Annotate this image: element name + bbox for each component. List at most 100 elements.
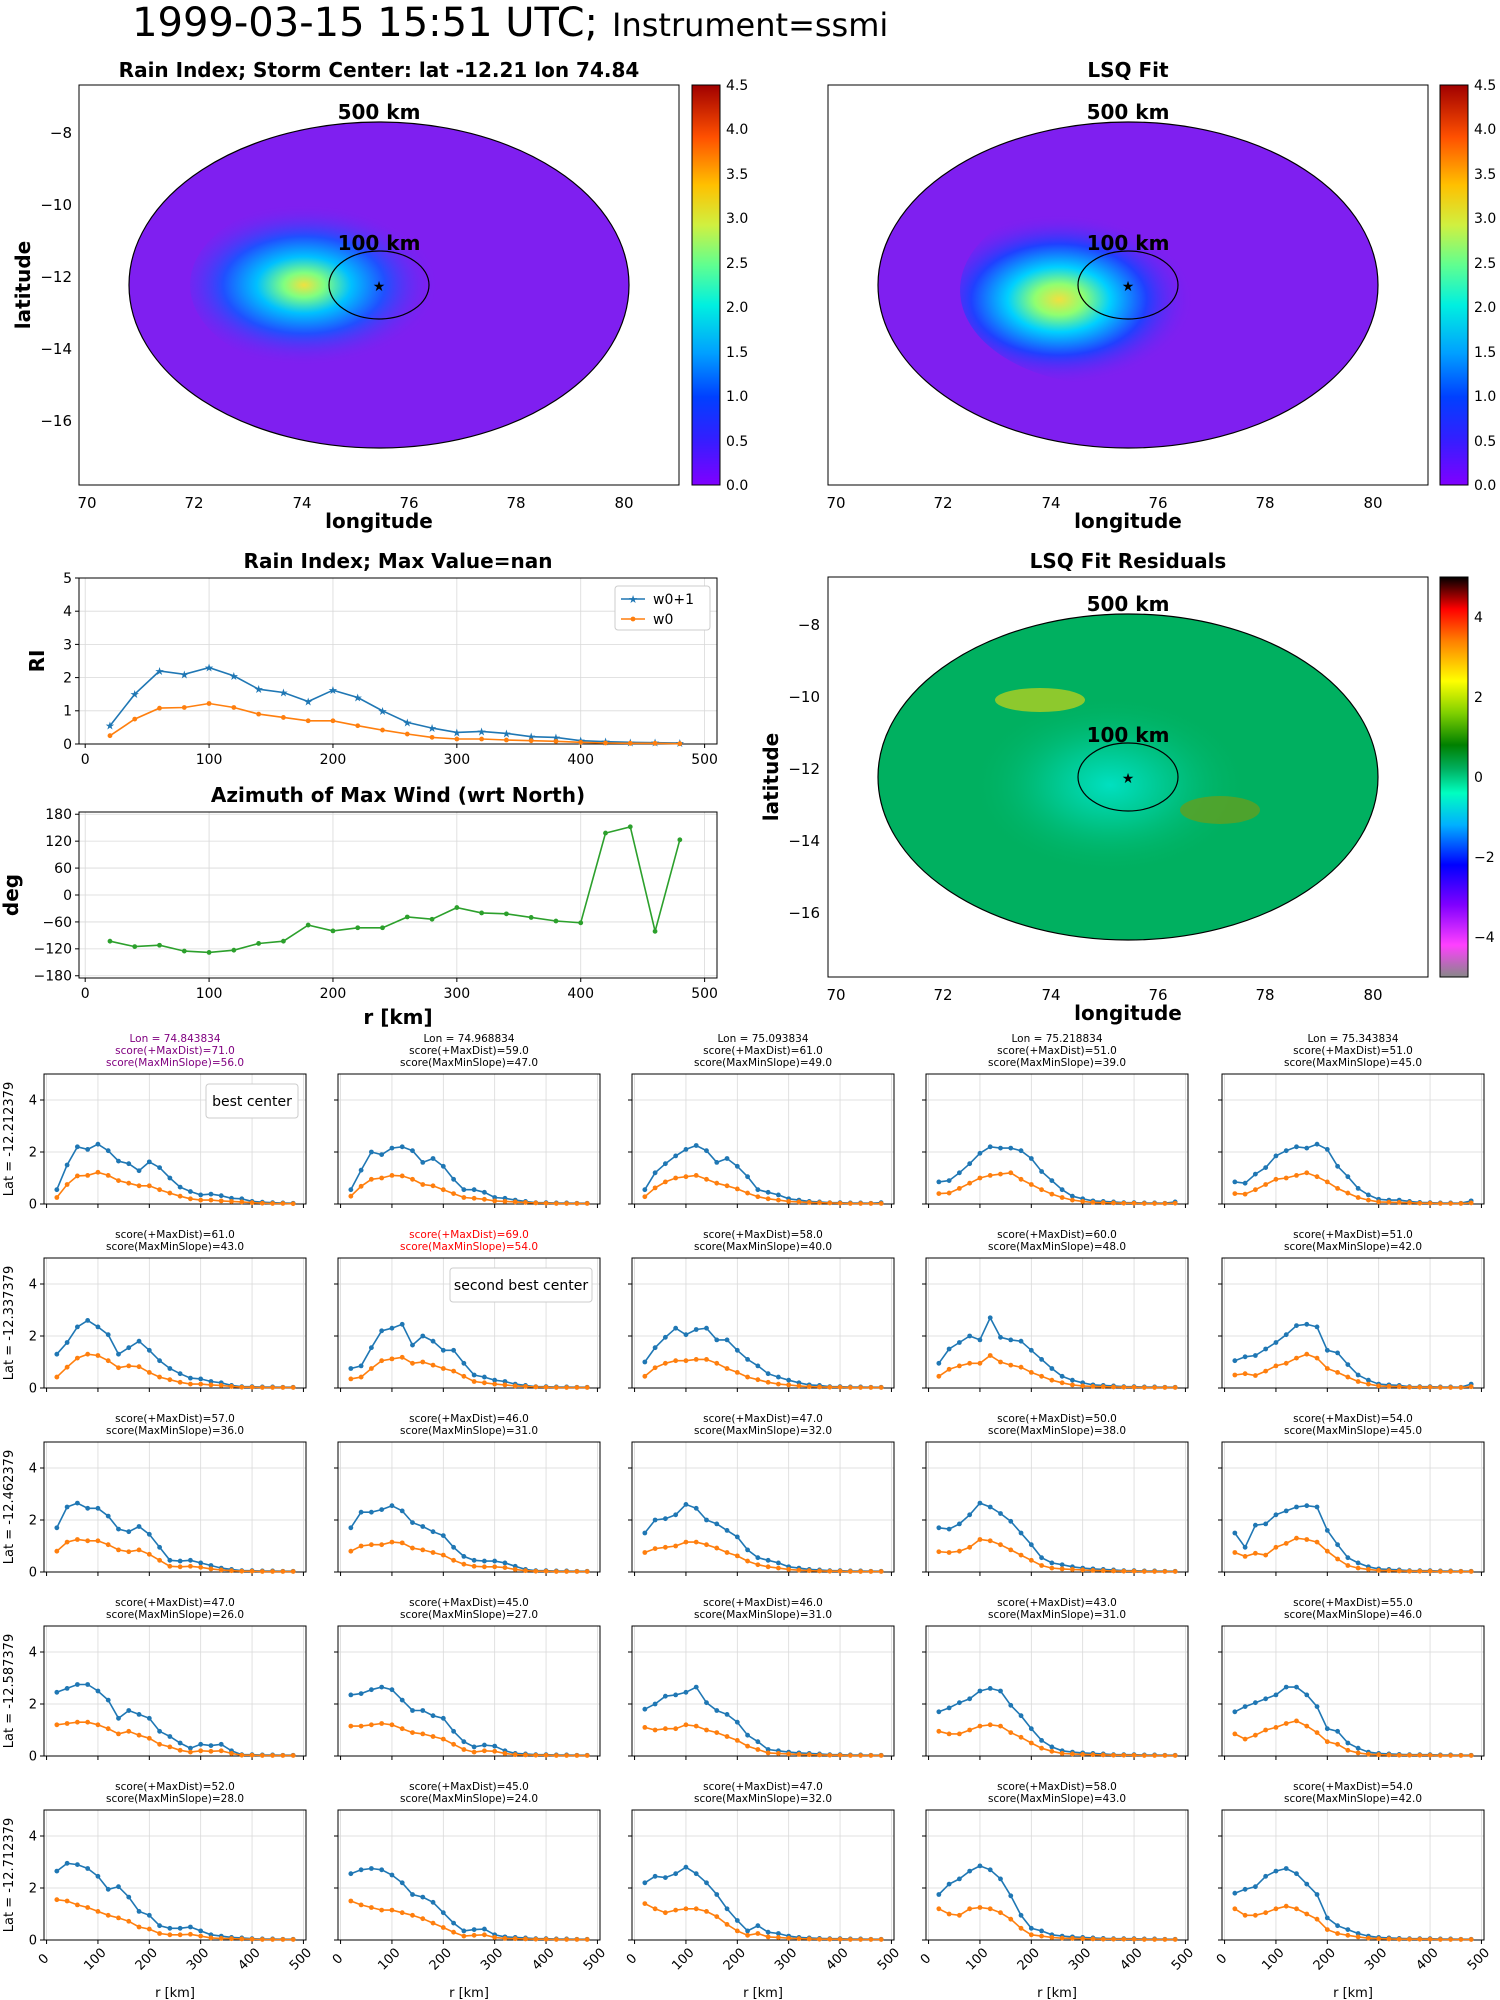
candidate-series-w0p1-point [420,1708,426,1713]
candidate-series-w0-point [1028,1557,1034,1563]
candidate-series-w0p1-point [471,1557,477,1563]
candidate-series-w0-point [1100,1752,1106,1758]
candidate-series-w0-point [208,1382,214,1388]
candidate-series-w0-point [987,1538,993,1544]
lsq-residuals-colorbar-ticks: 4 2 0 −2 −4 [1474,610,1495,946]
candidate-series-w0-point [714,1914,720,1919]
candidate-series-w0p1-point [998,1334,1003,1340]
candidate-series-w0p1-point [1049,1366,1055,1371]
candidate-series-w0p1-point [85,1147,91,1152]
candidate-series-w0p1-point [177,1184,183,1190]
series-w0p1-point: ★ [179,668,189,681]
candidate-series-w0p1-point [1028,1347,1034,1353]
lsq-fit-map-panel: LSQ Fit ★ 500 km 100 km longitude 70 72 … [826,58,1496,533]
lsq-residuals-colorbar [1439,576,1469,978]
candidate-panel-x-tick-label: 400 [1118,1945,1146,1973]
x-tick-label: 74 [1041,494,1060,512]
series-azimuth-point [553,918,559,924]
candidate-series-w0-point [167,1932,173,1938]
candidate-series-w0-point [543,1936,549,1942]
candidate-panel-axes-frame [337,1441,601,1573]
candidate-score-maxdist: score(+MaxDist)=58.0 [703,1229,823,1241]
candidate-series-w0-point [1162,1201,1168,1206]
candidate-series-w0-point [523,1200,528,1205]
candidate-series-w0p1-point [136,1524,142,1529]
candidate-series-w0p1-point [54,1689,60,1695]
candidate-series-w0-point [451,1191,456,1196]
candidate-series-w0-point [1080,1383,1086,1389]
candidate-series-w0p1-point [451,1347,456,1353]
candidate-series-w0-point [1345,1932,1351,1938]
candidate-series-w0-point [1304,1351,1310,1357]
lsq-fit-map-fitblob [960,195,1260,385]
candidate-series-w0p1-point [1335,1923,1340,1929]
candidate-series-w0-point [776,1197,781,1203]
candidate-series-w0-point [290,1201,296,1207]
candidate-series-w0-point [755,1562,761,1568]
series-w0-point [578,739,584,745]
series-azimuth-point [528,915,534,920]
candidate-series-w0p1-point [1314,1504,1320,1510]
y-tick-label: −12 [40,268,72,286]
candidate-series-w0p1-point [198,1192,204,1198]
candidate-series-w0p1-point [704,1325,709,1331]
candidate-panel-axes-bg [338,1810,600,1940]
candidate-series-w0-point [1468,1937,1474,1942]
candidate-series-w0-point [806,1200,812,1205]
candidate-series-w0-point [786,1199,792,1204]
candidate-series-w0-point [1468,1569,1474,1574]
candidate-panel-xlabel: r [km] [155,1986,195,2000]
series-w0-point [652,740,658,746]
candidate-panel-r3-c4: score(+MaxDist)=55.0score(MaxMinSlope)=4… [1218,1597,1485,1760]
candidate-series-w0-point [1273,1906,1279,1912]
rain-index-profile-y-tick-label: 4 [63,604,72,620]
candidate-series-w0p1-point [399,1880,405,1886]
series-w0-point [429,734,435,740]
candidate-series-w0-point [1314,1174,1320,1180]
candidate-series-w0-point [399,1354,405,1360]
candidate-series-w0-point [858,1937,864,1942]
candidate-series-w0-point [157,1187,162,1193]
candidate-series-w0p1-point [188,1189,193,1194]
lsq-fit-map-label-100km: 100 km [1087,231,1170,255]
candidate-series-w0-point [146,1735,152,1741]
candidate-series-w0-point [420,1547,426,1553]
candidate-series-w0-point [1059,1751,1065,1756]
candidate-series-w0-point [280,1937,286,1942]
candidate-series-w0-point [1263,1910,1269,1916]
candidate-score-slope: score(MaxMinSlope)=31.0 [694,1609,832,1621]
candidate-series-w0p1-point [1294,1144,1299,1150]
candidate-series-w0p1-point [1314,1324,1320,1330]
series-w0-point [503,737,509,743]
colorbar-tick-label: 1.0 [1474,389,1496,405]
candidate-series-w0-point [662,1179,668,1185]
candidate-series-w0-point [786,1935,792,1941]
candidate-series-w0-point [1028,1932,1034,1938]
candidate-series-w0p1-point [54,1351,60,1357]
candidate-series-w0p1-point [116,1351,121,1357]
rain-index-profile-y-tick-label: 3 [63,637,72,653]
candidate-series-w0p1-point [167,1925,173,1931]
candidate-series-w0p1-point [389,1145,395,1151]
series-w0-point [132,716,138,722]
candidate-series-w0p1-point [146,1531,152,1537]
candidate-panel-axes-frame [631,1257,895,1389]
candidate-series-w0p1-point [1008,1518,1014,1524]
candidate-series-w0p1-point [410,1148,415,1154]
candidate-panel-axes-frame [925,1257,1189,1389]
candidate-series-w0p1-point [358,1167,364,1173]
series-w0p1-point: ★ [353,692,363,705]
candidate-series-w0p1-point [977,1337,983,1343]
candidate-series-w0p1-point [482,1189,487,1195]
candidate-series-w0-point [967,1544,973,1550]
candidate-series-w0-point [584,1201,590,1206]
lsq-residuals-map-yticks: −8 −10 −12 −14 −16 [788,616,820,922]
y-tick-label: −14 [40,340,72,358]
candidate-series-w0-point [1386,1384,1392,1389]
candidate-series-w0-point [936,1191,942,1196]
candidate-series-w0p1-point [492,1377,498,1383]
candidate-series-w0p1-point [1283,1332,1289,1338]
candidate-series-w0-point [1242,1371,1248,1377]
candidate-panel-y-tick-label: 0 [29,1198,37,1213]
